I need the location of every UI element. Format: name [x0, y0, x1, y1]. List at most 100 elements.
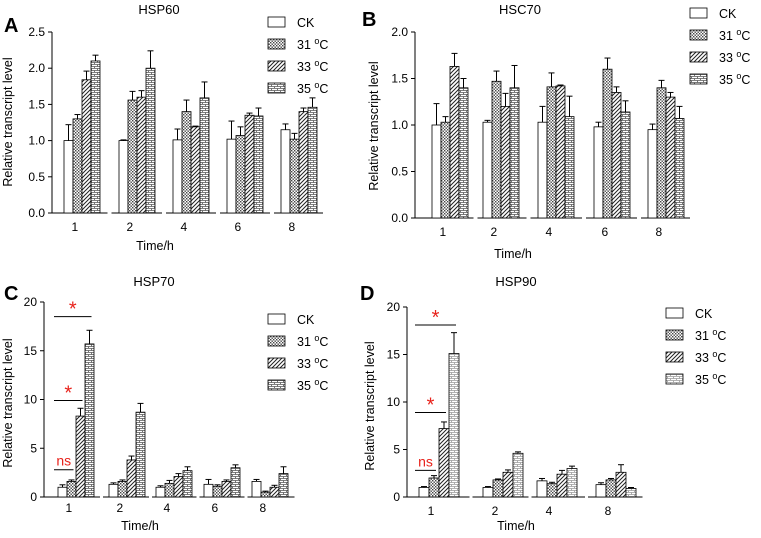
legend-swatch: [267, 38, 286, 50]
bar-b-2-3: [509, 87, 520, 219]
bar-a-8-3: [307, 106, 318, 214]
significance-star: *: [64, 382, 72, 404]
y-tick-label: 0.0: [28, 206, 45, 220]
bar-a-2-2: [136, 96, 147, 214]
bar-b-6-1: [602, 68, 613, 219]
bar-b-2-0: [482, 121, 493, 219]
x-tick-label: 8: [288, 220, 295, 234]
legend-label: 35 oC: [297, 377, 328, 393]
chart-title: HSP70: [133, 274, 174, 289]
bar-b-6-0: [593, 126, 604, 219]
bar-c-6-3: [230, 467, 241, 498]
x-axis-title: Time/h: [136, 239, 174, 253]
significance-ns: ns: [56, 453, 71, 469]
x-tick-label: 4: [180, 220, 187, 234]
legend: CK 31 oC 33 oC 35 oC: [689, 7, 750, 87]
legend-label: 31 oC: [695, 327, 726, 343]
significance-star: *: [432, 307, 440, 329]
legend-label: CK: [297, 313, 315, 327]
bar-c-6-2: [221, 480, 232, 498]
bar-b-2-2: [500, 106, 511, 219]
bar-c-8-1: [260, 491, 271, 498]
x-tick-label: 2: [490, 225, 497, 239]
bar-b-4-3: [564, 116, 575, 219]
bar-c-8-2: [269, 486, 280, 498]
panel-letter: C: [4, 283, 18, 305]
bar-b-2-1: [491, 80, 502, 219]
bar-b-1-0: [431, 124, 442, 219]
bar-b-1-2: [449, 66, 460, 219]
bar-a-1-0: [63, 140, 74, 214]
x-tick-label: 8: [605, 504, 612, 518]
y-tick-label: 10: [387, 395, 401, 409]
bar-d-8-1: [605, 479, 617, 498]
bar-d-1-2: [438, 428, 450, 498]
y-tick-label: 15: [24, 344, 38, 358]
legend-label: 33 oC: [297, 355, 328, 371]
bar-a-2-0: [118, 140, 129, 214]
chart-panel-c: C HSP70 0 5 10 15 20 Relative transcript level T…: [1, 274, 328, 533]
x-axis-title: Time/h: [121, 519, 159, 533]
bar-a-2-3: [145, 67, 156, 214]
bar-d-4-3: [566, 468, 578, 498]
bar-c-1-3: [84, 343, 95, 498]
legend-label: 35 oC: [297, 80, 328, 96]
bar-a-4-0: [172, 139, 183, 214]
bar-d-1-3: [448, 353, 460, 498]
bar-d-8-0: [595, 484, 607, 498]
legend-swatch: [689, 73, 708, 85]
x-tick-label: 6: [601, 225, 608, 239]
y-tick-label: 20: [24, 295, 38, 309]
y-axis-title: Relative transcript level: [363, 341, 377, 470]
x-tick-label: 4: [163, 501, 170, 515]
bar-c-4-0: [155, 486, 166, 498]
chart-panel-d: D HSP90 0 5 10 15 20 Relative transcript level T…: [360, 274, 726, 533]
x-tick-label: 1: [71, 220, 78, 234]
legend-swatch: [689, 51, 708, 63]
bar-b-1-1: [440, 121, 451, 219]
x-tick-label: 1: [428, 504, 435, 518]
y-tick-label: 5: [393, 443, 400, 457]
legend-swatch: [267, 335, 286, 347]
bar-b-8-0: [647, 129, 658, 219]
y-tick-label: 0.5: [391, 165, 408, 179]
bar-a-4-3: [199, 97, 210, 214]
bar-c-2-3: [135, 411, 146, 498]
bar-c-4-3: [182, 470, 193, 498]
y-tick-label: 1.0: [391, 118, 408, 132]
bar-b-8-3: [674, 118, 685, 219]
bar-d-4-0: [536, 480, 548, 498]
bar-b-1-3: [458, 87, 469, 219]
legend-label: CK: [719, 7, 737, 21]
legend-swatch: [267, 82, 286, 94]
bar-c-1-1: [66, 480, 77, 498]
bar-d-8-3: [625, 488, 637, 498]
y-tick-label: 15: [387, 348, 401, 362]
bar-b-4-1: [546, 86, 557, 219]
bar-d-2-3: [512, 452, 524, 498]
legend-label: 33 oC: [719, 49, 750, 65]
x-tick-label: 4: [546, 504, 553, 518]
y-tick-label: 10: [24, 393, 38, 407]
bar-a-8-0: [280, 129, 291, 214]
chart-title: HSC70: [499, 2, 541, 17]
x-tick-label: 1: [65, 501, 72, 515]
legend-label: 33 oC: [297, 58, 328, 74]
chart-title: HSP90: [495, 274, 536, 289]
legend-swatch: [665, 373, 684, 385]
y-tick-label: 2.5: [28, 25, 45, 39]
bar-d-1-1: [428, 477, 440, 498]
bar-a-6-1: [235, 135, 246, 214]
legend-swatch: [267, 379, 286, 391]
legend-label: 31 oC: [297, 36, 328, 52]
bar-b-8-2: [665, 96, 676, 219]
panel-letter: B: [362, 9, 376, 31]
legend-swatch: [267, 60, 286, 72]
legend-label: 33 oC: [695, 349, 726, 365]
y-axis-title: Relative transcript level: [367, 61, 381, 190]
x-tick-label: 2: [492, 504, 499, 518]
x-tick-label: 6: [234, 220, 241, 234]
legend-swatch: [665, 307, 684, 319]
bar-b-4-2: [555, 85, 566, 219]
y-tick-label: 0.0: [391, 211, 408, 225]
